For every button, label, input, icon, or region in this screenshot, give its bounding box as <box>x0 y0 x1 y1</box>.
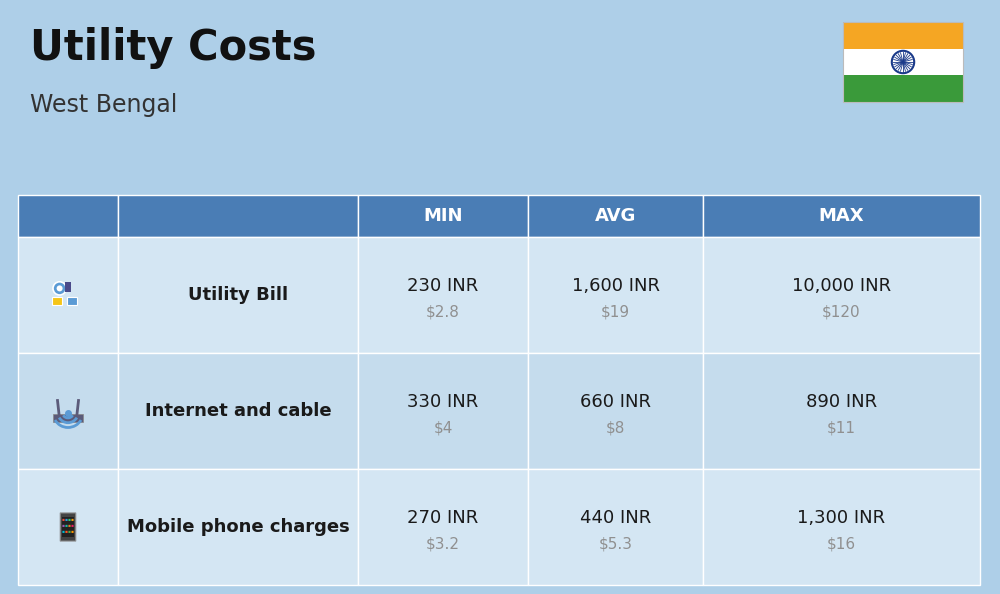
Circle shape <box>53 282 66 295</box>
Bar <box>843 22 963 102</box>
Text: Utility Bill: Utility Bill <box>188 286 288 304</box>
Bar <box>843 75 963 102</box>
Bar <box>53 414 83 422</box>
FancyBboxPatch shape <box>71 525 74 527</box>
Bar <box>358 237 528 353</box>
FancyBboxPatch shape <box>65 525 68 527</box>
FancyBboxPatch shape <box>62 531 65 533</box>
Bar <box>118 353 358 469</box>
Bar <box>118 195 358 237</box>
Bar <box>528 195 703 237</box>
Bar <box>18 469 118 585</box>
FancyBboxPatch shape <box>68 519 71 521</box>
FancyBboxPatch shape <box>71 519 74 521</box>
Bar <box>66 296 77 305</box>
Text: 230 INR: 230 INR <box>407 277 479 295</box>
Text: 890 INR: 890 INR <box>806 393 877 410</box>
Text: West Bengal: West Bengal <box>30 93 177 117</box>
Text: $120: $120 <box>822 305 861 320</box>
Text: 440 INR: 440 INR <box>580 508 651 527</box>
Text: AVG: AVG <box>595 207 636 225</box>
Bar <box>358 195 528 237</box>
Text: $16: $16 <box>827 537 856 552</box>
Text: $4: $4 <box>433 421 453 436</box>
FancyBboxPatch shape <box>68 525 71 527</box>
FancyBboxPatch shape <box>62 525 65 527</box>
Bar <box>118 237 358 353</box>
FancyBboxPatch shape <box>71 531 74 533</box>
Text: Internet and cable: Internet and cable <box>145 402 331 420</box>
Text: $19: $19 <box>601 305 630 320</box>
Bar <box>118 469 358 585</box>
Bar <box>843 22 963 49</box>
FancyBboxPatch shape <box>62 519 65 521</box>
Text: 1,600 INR: 1,600 INR <box>572 277 660 295</box>
Bar <box>52 296 62 305</box>
Bar <box>18 195 118 237</box>
Text: MAX: MAX <box>819 207 864 225</box>
Text: 330 INR: 330 INR <box>407 393 479 410</box>
Bar <box>358 469 528 585</box>
Bar <box>703 469 980 585</box>
Text: MIN: MIN <box>423 207 463 225</box>
FancyBboxPatch shape <box>65 519 68 521</box>
Bar <box>703 353 980 469</box>
Text: 270 INR: 270 INR <box>407 508 479 527</box>
Text: Utility Costs: Utility Costs <box>30 27 316 69</box>
Bar <box>703 237 980 353</box>
Text: 10,000 INR: 10,000 INR <box>792 277 891 295</box>
Bar <box>358 353 528 469</box>
FancyBboxPatch shape <box>68 531 71 533</box>
Bar <box>843 49 963 75</box>
Circle shape <box>57 285 63 292</box>
FancyBboxPatch shape <box>65 531 68 533</box>
Bar <box>65 282 71 292</box>
Text: $2.8: $2.8 <box>426 305 460 320</box>
Bar <box>62 517 74 537</box>
Bar <box>18 353 118 469</box>
Bar <box>528 237 703 353</box>
Bar <box>703 195 980 237</box>
Text: $5.3: $5.3 <box>598 537 633 552</box>
Bar <box>528 353 703 469</box>
Bar <box>18 237 118 353</box>
Text: $8: $8 <box>606 421 625 436</box>
Text: $3.2: $3.2 <box>426 537 460 552</box>
Text: Mobile phone charges: Mobile phone charges <box>127 518 349 536</box>
Text: 660 INR: 660 INR <box>580 393 651 410</box>
Text: $11: $11 <box>827 421 856 436</box>
Text: 1,300 INR: 1,300 INR <box>797 508 886 527</box>
Bar <box>528 469 703 585</box>
FancyBboxPatch shape <box>60 513 76 541</box>
